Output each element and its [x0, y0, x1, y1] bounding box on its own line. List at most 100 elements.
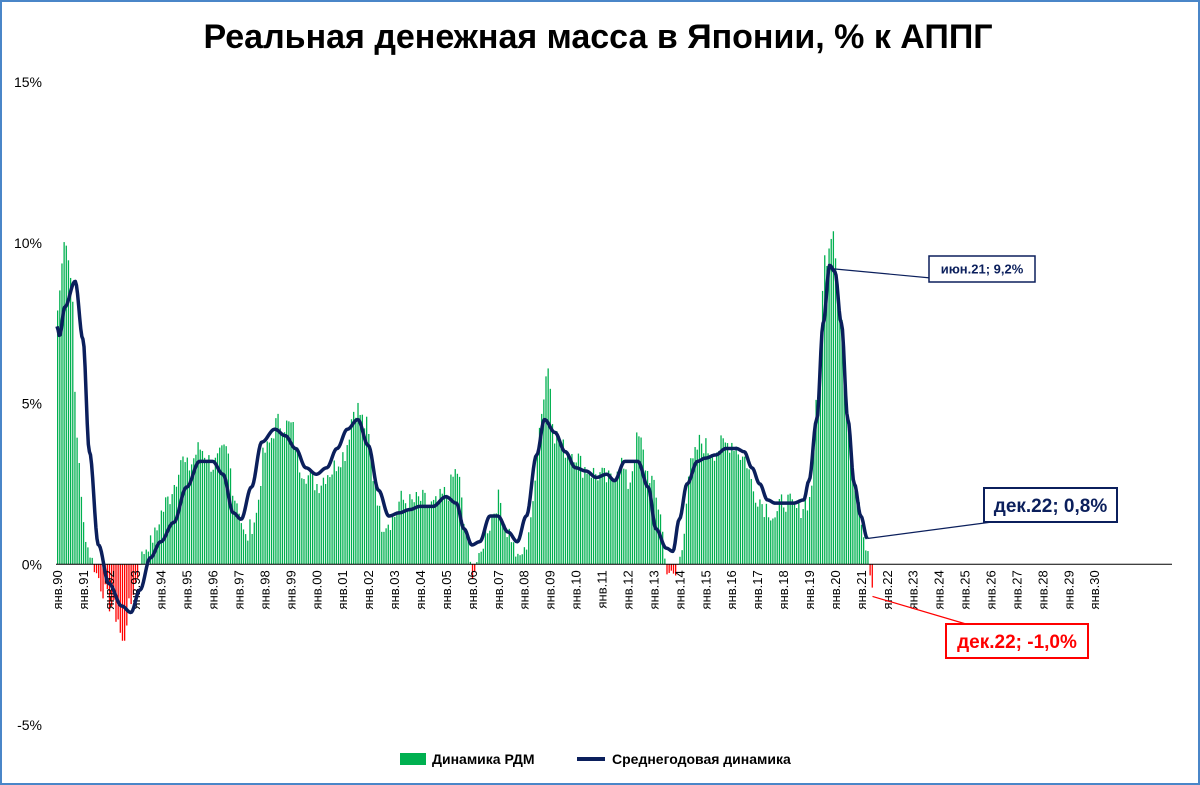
- bar: [126, 564, 128, 626]
- bar: [528, 532, 530, 565]
- bar: [368, 433, 370, 565]
- bar: [553, 443, 556, 565]
- bar: [206, 462, 208, 565]
- bar: [480, 551, 482, 565]
- bar: [342, 452, 344, 565]
- bar: [517, 553, 519, 565]
- bar: [711, 457, 714, 565]
- bar: [123, 564, 126, 641]
- bar: [443, 486, 446, 565]
- bar: [264, 452, 266, 565]
- bar: [845, 390, 847, 565]
- bar: [262, 447, 264, 565]
- bar: [238, 513, 240, 565]
- bar: [471, 564, 474, 579]
- x-tick-label: янв.95: [180, 570, 195, 609]
- bar: [130, 564, 132, 605]
- bar: [61, 263, 63, 565]
- bar: [729, 452, 731, 565]
- bar: [98, 564, 100, 579]
- bar: [644, 470, 647, 565]
- bar: [707, 453, 709, 565]
- bar: [333, 460, 335, 565]
- bar: [404, 503, 407, 565]
- bar: [577, 453, 580, 565]
- bar: [549, 388, 551, 565]
- bar: [521, 554, 523, 565]
- y-tick-label: 15%: [14, 74, 42, 90]
- bar: [534, 480, 536, 565]
- bar: [579, 455, 582, 565]
- bar: [221, 445, 223, 565]
- bar: [519, 555, 521, 565]
- bar: [694, 447, 696, 565]
- bar: [270, 437, 273, 565]
- bar: [774, 517, 776, 565]
- bar: [538, 427, 541, 565]
- bar: [826, 266, 828, 565]
- bar: [672, 564, 675, 574]
- bar: [735, 446, 737, 565]
- bar: [329, 477, 331, 565]
- bar: [499, 502, 502, 565]
- bar: [839, 310, 841, 565]
- chart-title: Реальная денежная масса в Японии, % к АП…: [203, 18, 993, 56]
- bar: [378, 505, 381, 565]
- bar: [623, 468, 625, 565]
- bar: [560, 445, 562, 565]
- bar: [197, 442, 199, 565]
- bar: [631, 471, 634, 565]
- bar: [629, 482, 631, 565]
- bar: [828, 248, 830, 565]
- x-tick-label: янв.20: [828, 570, 843, 609]
- bar: [679, 556, 681, 565]
- bar: [759, 499, 761, 565]
- annotation-callout: дек.22; -1,0%: [872, 595, 1089, 659]
- bar: [186, 457, 188, 565]
- bar: [353, 411, 355, 565]
- bar: [426, 505, 428, 565]
- bar: [625, 469, 627, 565]
- bar: [582, 477, 584, 565]
- bar: [184, 462, 186, 565]
- bar: [175, 486, 178, 565]
- bar: [292, 422, 294, 565]
- bar: [718, 450, 720, 565]
- bar: [700, 443, 703, 565]
- bar: [441, 493, 443, 565]
- bar: [791, 499, 793, 565]
- bar: [584, 467, 586, 565]
- bar: [260, 485, 262, 565]
- bar: [432, 499, 435, 565]
- bar: [709, 457, 711, 565]
- bar: [301, 478, 303, 565]
- bar: [149, 535, 152, 565]
- bar: [657, 509, 660, 565]
- bar: [595, 474, 597, 565]
- bar: [190, 464, 193, 565]
- x-tick-label: янв.13: [646, 570, 661, 609]
- bar: [783, 507, 785, 565]
- bar: [344, 461, 346, 565]
- bar: [435, 496, 437, 565]
- bar: [279, 428, 281, 565]
- bar: [722, 438, 724, 565]
- bar: [668, 564, 670, 573]
- bar: [638, 436, 640, 565]
- bar: [422, 489, 424, 565]
- annotation-label: июн.21; 9,2%: [941, 262, 1024, 277]
- bar: [770, 520, 772, 565]
- bar: [95, 564, 98, 574]
- bar: [865, 550, 867, 565]
- bar: [288, 421, 290, 565]
- bar: [467, 536, 469, 565]
- bar: [398, 501, 400, 565]
- bar: [633, 460, 636, 565]
- bar: [465, 533, 467, 565]
- bar: [484, 527, 487, 565]
- bar: [383, 531, 385, 565]
- bar: [324, 484, 327, 565]
- bar: [530, 517, 532, 565]
- bar: [208, 455, 210, 565]
- bar: [551, 424, 554, 565]
